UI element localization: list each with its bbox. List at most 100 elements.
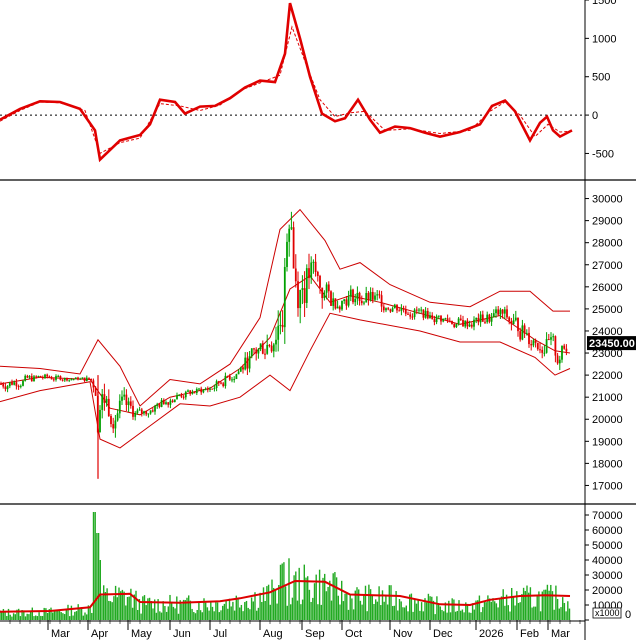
candle-body: [409, 314, 412, 317]
candle-body: [402, 307, 405, 310]
x-tick-label: 2026: [479, 628, 503, 640]
candle-body: [411, 316, 414, 318]
volume-bar: [184, 600, 186, 620]
candle-body: [314, 261, 317, 272]
volume-bar: [157, 599, 159, 620]
volume-bar: [533, 606, 535, 620]
volume-bar: [128, 596, 130, 620]
volume-bar: [82, 615, 84, 620]
volume-bar: [198, 602, 200, 620]
volume-bar: [475, 600, 477, 620]
volume-bar: [308, 589, 311, 620]
volume-bar: [426, 602, 428, 620]
volume-bar: [155, 612, 158, 620]
volume-bar: [46, 612, 49, 620]
candle-body: [257, 349, 260, 354]
candle-body: [50, 377, 53, 380]
volume-bar: [35, 615, 37, 620]
candle-body: [429, 315, 431, 319]
candle-body: [105, 398, 108, 403]
volume-bar: [364, 585, 367, 620]
volume-bar: [500, 596, 503, 620]
volume-bar: [361, 604, 363, 620]
volume-bar: [528, 592, 530, 620]
price-panel: 17000 18000 19000 20000 21000 22000 23000 24000…: [0, 194, 636, 492]
volume-bar: [92, 512, 95, 620]
candle-body: [68, 379, 71, 381]
volume-bar: [6, 615, 8, 620]
volume-bar: [337, 595, 339, 620]
volume-bar: [240, 604, 243, 620]
volume-bar: [254, 592, 256, 620]
candle-body: [523, 325, 526, 334]
volume-bar: [182, 599, 185, 620]
volume-bar: [492, 598, 494, 620]
volume-bar: [460, 610, 462, 620]
price-tick-label: 24000: [592, 326, 623, 338]
candle-body: [24, 375, 27, 381]
candle-body: [41, 377, 44, 379]
candle-body: [358, 292, 361, 301]
candle-body: [382, 306, 385, 311]
candle-body: [224, 375, 227, 387]
candle-body: [72, 379, 75, 381]
candle-body: [528, 332, 530, 345]
volume-bar: [386, 604, 389, 620]
candle-body: [200, 388, 203, 393]
candle-body: [367, 293, 370, 301]
candle-body: [455, 323, 458, 328]
candle-body: [521, 325, 524, 340]
volume-bar: [140, 613, 142, 620]
candle-body: [470, 324, 473, 327]
x-tick-label: May: [131, 628, 152, 640]
price-tick-label: 23000: [592, 348, 623, 360]
candle-body: [398, 310, 401, 312]
volume-bar: [123, 591, 125, 620]
candle-body: [338, 306, 341, 310]
osc-tick-label: 1000: [592, 33, 616, 45]
candle-body: [116, 413, 119, 421]
candle-body: [182, 396, 185, 398]
candle-body: [83, 377, 86, 381]
candle-body: [85, 377, 88, 381]
candle-body: [349, 289, 352, 297]
volume-bar: [223, 603, 226, 620]
volume-bar: [516, 591, 518, 620]
candle-body: [169, 400, 172, 405]
candle-body: [123, 394, 126, 397]
candle-body: [363, 302, 365, 304]
candle-body: [283, 266, 286, 328]
volume-bar: [271, 579, 273, 620]
candle-body: [268, 344, 271, 346]
volume-bar: [154, 599, 156, 620]
candle-body: [239, 367, 242, 372]
candle-body: [404, 309, 407, 314]
x-tick-label: Mar: [51, 628, 70, 640]
volume-bar: [351, 598, 353, 620]
candle-body: [497, 309, 500, 315]
volume-bar: [12, 613, 15, 620]
candle-body: [266, 344, 269, 354]
volume-bar: [179, 600, 181, 620]
candle-body: [103, 394, 106, 403]
candle-body: [63, 378, 66, 381]
candle-body: [235, 374, 238, 380]
volume-bar: [534, 606, 537, 620]
volume-bar: [456, 610, 458, 620]
volume-bar: [512, 596, 515, 620]
volume-bar: [33, 616, 35, 620]
candle-body: [110, 416, 112, 425]
volume-bar: [135, 590, 137, 620]
candle-body: [112, 424, 115, 429]
volume-bar: [276, 603, 278, 620]
volume-bar: [320, 604, 322, 620]
volume-bar: [159, 611, 161, 620]
candle-body: [371, 291, 374, 300]
volume-bar: [504, 605, 506, 620]
candle-body: [237, 371, 240, 375]
candle-body: [310, 262, 313, 279]
volume-bar: [75, 611, 78, 620]
volume-bar: [541, 591, 543, 620]
volume-bar: [199, 610, 202, 620]
candle-body: [59, 375, 62, 380]
